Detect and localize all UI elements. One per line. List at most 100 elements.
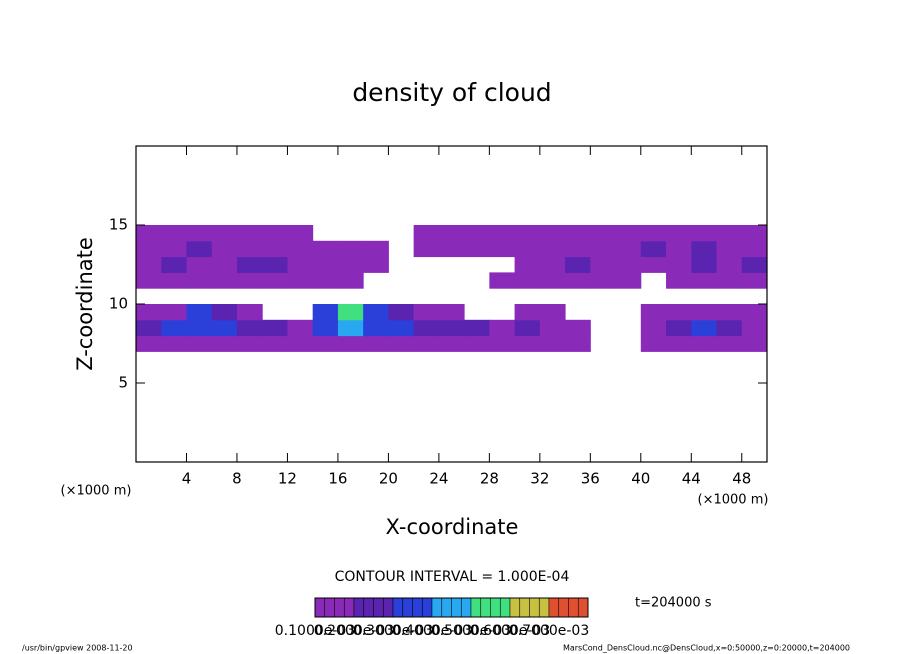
field-cell xyxy=(666,225,692,242)
field-cell xyxy=(489,225,516,242)
field-cell xyxy=(565,256,591,273)
field-cell xyxy=(262,319,288,337)
field-cell xyxy=(539,335,566,352)
x-tick-label: 24 xyxy=(429,470,448,488)
field-cell xyxy=(312,256,339,273)
field-cell xyxy=(438,335,465,352)
field-cell xyxy=(514,256,541,273)
field-cell xyxy=(489,272,516,289)
field-cell xyxy=(161,319,187,337)
field-cell xyxy=(716,319,743,337)
field-cell xyxy=(539,319,566,337)
field-cell xyxy=(514,272,541,289)
field-cell xyxy=(287,240,314,258)
field-cell xyxy=(666,304,692,321)
x-tick-label: 8 xyxy=(232,470,242,488)
field-cell xyxy=(186,272,213,289)
field-cell xyxy=(262,272,288,289)
field-cell xyxy=(262,225,288,242)
chart-title: density of cloud xyxy=(352,78,551,107)
field-cell xyxy=(666,240,692,258)
x-tick-label: 32 xyxy=(530,470,549,488)
field-cell xyxy=(312,304,339,321)
x-axis-label: X-coordinate xyxy=(386,515,519,539)
field-cell xyxy=(136,272,162,289)
field-cell xyxy=(691,240,718,258)
field-cell xyxy=(514,240,541,258)
field-cell xyxy=(716,240,743,258)
field-cell xyxy=(161,225,187,242)
x-tick-label: 12 xyxy=(278,470,297,488)
field-cell xyxy=(388,335,415,352)
field-cell xyxy=(464,319,490,337)
x-tick-label: 36 xyxy=(581,470,600,488)
field-cell xyxy=(236,272,263,289)
field-cell xyxy=(590,272,617,289)
field-cell xyxy=(640,225,667,242)
contour-interval: CONTOUR INTERVAL = 1.000E-04 xyxy=(335,569,570,585)
field-cell xyxy=(161,240,187,258)
x-tick-label: 20 xyxy=(379,470,398,488)
field-cell xyxy=(716,256,743,273)
field-cell xyxy=(136,256,162,273)
field-cell xyxy=(539,256,566,273)
field-cell xyxy=(388,319,415,337)
field-cell xyxy=(262,240,288,258)
colorbar-label: 0.7000e-03 xyxy=(509,623,589,639)
field-cell xyxy=(186,240,213,258)
field-cell xyxy=(691,304,718,321)
field-cell xyxy=(262,335,288,352)
field-cell xyxy=(337,319,364,337)
field-cell xyxy=(691,225,718,242)
x-unit: (×1000 m) xyxy=(698,493,769,508)
field-cell xyxy=(136,304,162,321)
field-cell xyxy=(438,240,465,258)
field-cell xyxy=(741,256,768,273)
field-cell xyxy=(186,304,213,321)
field-cell xyxy=(741,319,768,337)
field-cell xyxy=(640,240,667,258)
field-cell xyxy=(363,304,389,321)
field-cell xyxy=(590,240,617,258)
field-cell xyxy=(211,272,238,289)
field-cell xyxy=(337,256,364,273)
colorbar-frame xyxy=(314,597,589,618)
field-cell xyxy=(741,272,768,289)
field-cell xyxy=(565,319,591,337)
field-cell xyxy=(287,225,314,242)
field-cell xyxy=(565,240,591,258)
field-cell xyxy=(287,256,314,273)
field-cell xyxy=(413,240,440,258)
field-cell xyxy=(211,335,238,352)
y-unit: (×1000 m) xyxy=(61,484,132,499)
field-cell xyxy=(211,240,238,258)
field-cell xyxy=(363,319,389,337)
field-cell xyxy=(464,240,490,258)
field-cell xyxy=(640,335,667,352)
colorbar-label: 0.4000e-03 xyxy=(392,623,472,639)
field-cell xyxy=(236,225,263,242)
field-cell xyxy=(666,272,692,289)
field-cell xyxy=(539,225,566,242)
field-cell xyxy=(666,335,692,352)
field-cell xyxy=(691,319,718,337)
field-cell xyxy=(211,225,238,242)
y-axis-label: Z-coordinate xyxy=(73,237,97,371)
field-cell xyxy=(590,225,617,242)
field-cell xyxy=(716,272,743,289)
field-cell xyxy=(741,304,768,321)
field-cell xyxy=(262,256,288,273)
field-cell xyxy=(489,335,516,352)
field-cell xyxy=(161,335,187,352)
field-cell xyxy=(186,319,213,337)
time-label: t=204000 s xyxy=(635,596,712,611)
x-tick-label: 16 xyxy=(328,470,347,488)
field-cell xyxy=(363,335,389,352)
field-cell xyxy=(136,335,162,352)
field-cell xyxy=(514,225,541,242)
field-cell xyxy=(186,335,213,352)
field-cell xyxy=(363,256,389,273)
field-cell xyxy=(716,225,743,242)
field-cell xyxy=(312,319,339,337)
